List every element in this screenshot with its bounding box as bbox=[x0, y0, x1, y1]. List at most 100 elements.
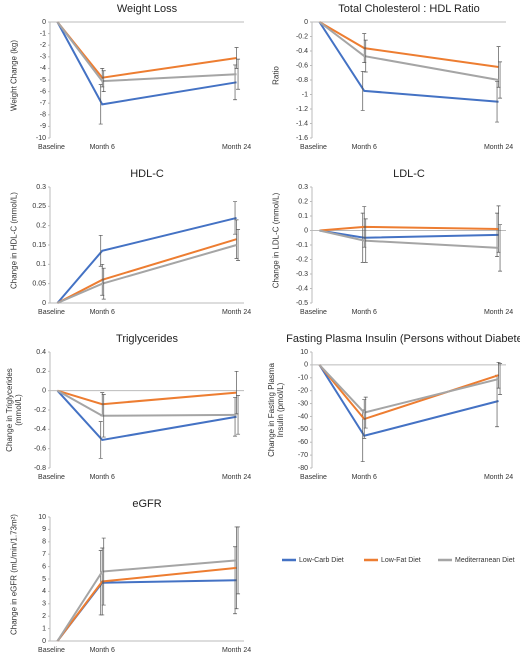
y-tick-label: 0 bbox=[42, 638, 46, 645]
series-line bbox=[318, 21, 499, 68]
x-tick-label: Baseline bbox=[300, 474, 327, 481]
y-tick-label: 8 bbox=[42, 539, 46, 546]
y-tick-label: 0.2 bbox=[36, 368, 46, 375]
y-tick-label: -4 bbox=[40, 65, 46, 72]
y-tick-label: -0.3 bbox=[296, 271, 308, 278]
y-tick-label: -0.2 bbox=[296, 256, 308, 263]
error-bar bbox=[363, 39, 368, 73]
y-tick-label: -80 bbox=[298, 465, 308, 472]
y-axis-label: Change in HDL-C (mmol/L) bbox=[9, 192, 19, 289]
y-tick-label: 5 bbox=[42, 576, 46, 583]
y-tick-label: -1.4 bbox=[296, 120, 308, 127]
y-axis-label: Change in Triglycerides (mmol/L) bbox=[5, 368, 23, 452]
error-bar bbox=[363, 218, 368, 263]
error-bar bbox=[101, 267, 106, 300]
y-tick-label: 3 bbox=[42, 601, 46, 608]
series-line bbox=[318, 21, 499, 81]
y-tick-label: -0.2 bbox=[34, 407, 46, 414]
y-tick-label: 0.1 bbox=[36, 261, 46, 268]
x-tick-label: Month 24 bbox=[484, 474, 513, 481]
y-tick-label: 9 bbox=[42, 526, 46, 533]
series-line bbox=[318, 364, 499, 421]
y-tick-label: 0.05 bbox=[32, 281, 46, 288]
series-line bbox=[318, 21, 499, 103]
error-bar bbox=[498, 363, 503, 395]
legend-label: Low-Carb Diet bbox=[299, 557, 344, 564]
y-tick-label: -0.1 bbox=[296, 242, 308, 249]
series-line bbox=[318, 364, 499, 414]
x-tick-label: Month 6 bbox=[90, 647, 115, 654]
error-bar bbox=[236, 58, 241, 90]
y-tick-label: 10 bbox=[38, 514, 46, 521]
x-tick-label: Baseline bbox=[38, 309, 65, 316]
y-tick-label: 10 bbox=[300, 349, 308, 356]
series-line bbox=[56, 389, 237, 417]
panel-title: Triglycerides bbox=[116, 333, 178, 345]
panel-title: HDL-C bbox=[130, 168, 164, 180]
y-tick-label: -9 bbox=[40, 123, 46, 130]
series-line bbox=[56, 21, 237, 83]
x-tick-label: Baseline bbox=[38, 144, 65, 151]
series-line bbox=[56, 566, 237, 642]
series-line bbox=[57, 244, 237, 304]
y-axis-label: Change in Fasting Plasma Insulin (pmol/L… bbox=[267, 363, 285, 457]
y-tick-label: -6 bbox=[40, 88, 46, 95]
y-tick-label: -10 bbox=[298, 375, 308, 382]
y-tick-label: -0.2 bbox=[296, 33, 308, 40]
y-tick-label: 0 bbox=[42, 388, 46, 395]
y-tick-label: -20 bbox=[298, 388, 308, 395]
x-tick-label: Month 24 bbox=[484, 144, 513, 151]
y-axis-label: Weight Change (kg) bbox=[9, 40, 19, 111]
error-bar bbox=[101, 537, 106, 606]
y-axis-label: Change in LDL-C (mmol/L) bbox=[271, 192, 281, 289]
panel-title: LDL-C bbox=[393, 168, 425, 180]
y-axis-label: Ratio bbox=[271, 66, 281, 85]
error-bar bbox=[360, 70, 365, 111]
x-tick-label: Month 24 bbox=[222, 647, 251, 654]
series-line bbox=[319, 229, 499, 249]
y-tick-label: -50 bbox=[298, 426, 308, 433]
y-tick-label: 0.3 bbox=[298, 184, 308, 191]
series-line bbox=[56, 216, 237, 304]
series-line bbox=[318, 364, 499, 437]
error-bar bbox=[498, 224, 503, 272]
y-tick-label: -1 bbox=[40, 30, 46, 37]
series-line bbox=[56, 579, 237, 642]
y-tick-label: -0.6 bbox=[296, 62, 308, 69]
y-tick-label: 4 bbox=[42, 588, 46, 595]
y-tick-label: -1.6 bbox=[296, 135, 308, 142]
x-tick-label: Month 24 bbox=[222, 144, 251, 151]
y-tick-label: -3 bbox=[40, 54, 46, 61]
y-tick-label: -7 bbox=[40, 100, 46, 107]
series-line bbox=[56, 389, 237, 442]
panel-title: eGFR bbox=[132, 498, 161, 510]
y-tick-label: -60 bbox=[298, 439, 308, 446]
y-tick-label: -0.8 bbox=[34, 465, 46, 472]
y-tick-label: -0.4 bbox=[296, 285, 308, 292]
x-tick-label: Month 6 bbox=[90, 144, 115, 151]
y-tick-label: 0 bbox=[304, 227, 308, 234]
y-tick-label: 0.25 bbox=[32, 203, 46, 210]
x-tick-label: Baseline bbox=[300, 144, 327, 151]
y-tick-label: -70 bbox=[298, 452, 308, 459]
x-tick-label: Month 6 bbox=[352, 474, 377, 481]
x-tick-label: Month 24 bbox=[222, 309, 251, 316]
x-tick-label: Baseline bbox=[38, 474, 65, 481]
y-tick-label: 0.2 bbox=[36, 223, 46, 230]
y-tick-label: -0.5 bbox=[296, 300, 308, 307]
y-tick-label: 0.1 bbox=[298, 213, 308, 220]
x-tick-label: Month 6 bbox=[90, 474, 115, 481]
x-tick-label: Month 24 bbox=[222, 474, 251, 481]
y-tick-label: -2 bbox=[40, 42, 46, 49]
y-tick-label: -1 bbox=[302, 91, 308, 98]
error-bar bbox=[236, 395, 241, 435]
y-tick-label: -10 bbox=[36, 135, 46, 142]
y-tick-label: 0.4 bbox=[36, 349, 46, 356]
error-bar bbox=[363, 396, 368, 429]
y-tick-label: -30 bbox=[298, 400, 308, 407]
series-line bbox=[56, 559, 237, 642]
error-bar bbox=[236, 229, 241, 261]
error-bar bbox=[101, 394, 106, 438]
